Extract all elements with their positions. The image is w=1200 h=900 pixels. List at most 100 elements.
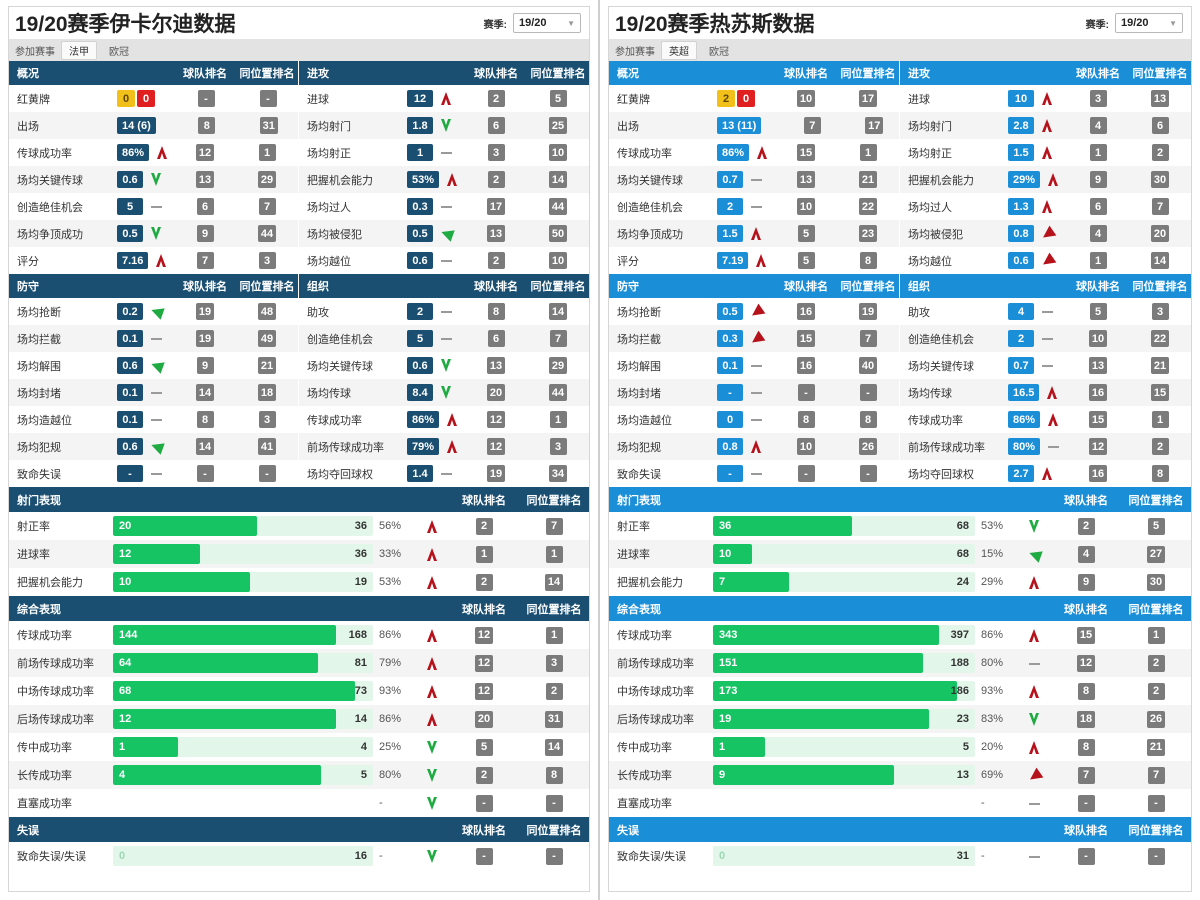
position-rank-cell: 48 — [236, 303, 298, 320]
stat-row: 场均传球 8.4 20 44 — [299, 379, 589, 406]
position-rank-cell: 44 — [236, 225, 298, 242]
panel-body: 19/20赛季热苏斯数据 赛季: 19/20 ▼ 参加赛事 英超 欧冠 概况 球队排名 同位置排名… — [608, 6, 1192, 892]
flat-trend-icon — [440, 145, 453, 160]
stat-label: 创造绝佳机会 — [307, 333, 373, 346]
stat-value-chip: 7.16 — [117, 252, 149, 269]
down-trend-icon — [1028, 712, 1041, 727]
team-rank-badge: 9 — [1077, 573, 1095, 591]
position-rank-cell: 14 — [527, 171, 589, 188]
team-rank-cell: 13 — [775, 171, 837, 188]
team-rank-cell: 8 — [775, 411, 837, 428]
tab-法甲[interactable]: 法甲 — [61, 40, 97, 60]
team-rank-cell: 9 — [1067, 171, 1129, 188]
tab-欧冠[interactable]: 欧冠 — [709, 46, 729, 58]
position-rank-cell: 30 — [1121, 573, 1191, 591]
col-header-position-rank: 同位置排名 — [239, 68, 295, 80]
bar-percent: 15% — [981, 548, 1004, 560]
stat-value-chip: 4 — [1008, 303, 1034, 320]
yellow-card-chip: 2 — [717, 90, 735, 107]
bar-total-value: 4 — [360, 741, 367, 753]
team-rank-cell: 8 — [174, 411, 236, 428]
stat-value-chip: 0.1 — [117, 330, 143, 347]
stat-label: 场均抢断 — [617, 306, 661, 319]
up-trend-icon — [446, 439, 459, 454]
stat-value-cell: 79% — [403, 438, 465, 455]
down-trend-icon — [440, 385, 453, 400]
tab-欧冠[interactable]: 欧冠 — [109, 46, 129, 58]
stat-row: 场均抢断 0.5 16 19 — [609, 298, 899, 325]
up-trend-icon — [426, 684, 439, 699]
bar-fill — [113, 765, 321, 785]
col-header-team-rank: 球队排名 — [474, 281, 518, 293]
stat-column-进攻: 进攻 球队排名 同位置排名 进球 12 2 5 场均射门 1.8 6 25 场均射正 1 3 10 把握机会能… — [299, 61, 589, 274]
position-rank-cell: 8 — [1129, 465, 1191, 482]
bar-made-value: 20 — [119, 520, 132, 532]
section-header: 组织 球队排名 同位置排名 — [900, 274, 1191, 298]
bar-cell: 19 23 — [713, 709, 981, 729]
position-rank-cell: 1 — [1129, 411, 1191, 428]
bar-fill — [713, 653, 924, 673]
stat-label: 红黄牌 — [17, 93, 50, 106]
team-rank-badge: 10 — [796, 198, 816, 215]
position-rank-badge: 1 — [549, 411, 567, 428]
stat-row: 场均过人 1.3 6 7 — [900, 193, 1191, 220]
team-rank-badge: 7 — [803, 117, 821, 134]
up-trend-icon — [426, 712, 439, 727]
bar-cell: 343 397 — [713, 625, 981, 645]
stat-row: 助攻 2 8 14 — [299, 298, 589, 325]
position-rank-cell: 14 — [519, 738, 589, 756]
tab-英超[interactable]: 英超 — [661, 40, 697, 60]
position-rank-cell: 7 — [236, 198, 298, 215]
bar-trend-cell — [1017, 740, 1051, 755]
bar-total-value: 68 — [956, 548, 969, 560]
stat-row: 场均拦截 0.3 15 7 — [609, 325, 899, 352]
flat-trend-icon — [750, 358, 763, 373]
team-rank-cell: 9 — [1051, 573, 1121, 591]
position-rank-badge: - — [259, 90, 277, 107]
team-rank-badge: 10 — [796, 90, 816, 107]
stat-value-chip: 5 — [117, 198, 143, 215]
bar-fill — [113, 681, 356, 701]
stat-value-cell: - — [713, 384, 775, 401]
stat-row: 传球成功率 86% 15 1 — [900, 406, 1191, 433]
stat-value-cell: 0.5 — [713, 303, 775, 320]
stat-row: 场均射门 2.8 4 6 — [900, 112, 1191, 139]
bar-row: 中场传球成功率 68 73 93% 12 2 — [9, 677, 589, 705]
season-select[interactable]: 19/20 ▼ — [513, 13, 581, 33]
position-rank-cell: 10 — [527, 144, 589, 161]
team-rank-cell: 2 — [449, 766, 519, 784]
team-rank-badge: 2 — [475, 766, 493, 784]
team-rank-badge: 12 — [474, 654, 494, 672]
team-rank-cell: - — [175, 90, 237, 107]
season-select[interactable]: 19/20 ▼ — [1115, 13, 1183, 33]
stat-row: 场均被侵犯 0.5 13 50 — [299, 220, 589, 247]
position-rank-cell: 20 — [1129, 225, 1191, 242]
flat-trend-icon — [150, 385, 163, 400]
position-rank-badge: - — [1147, 794, 1165, 812]
stat-value-cell: 0.1 — [113, 384, 174, 401]
bar-cell: 0 16 — [113, 846, 379, 866]
team-rank-cell: - — [775, 384, 837, 401]
stat-row: 场均被侵犯 0.8 4 20 — [900, 220, 1191, 247]
position-rank-badge: 2 — [1147, 654, 1165, 672]
stat-section-pair: 概况 球队排名 同位置排名 红黄牌 2 0 10 17 出场 13 (11) 7 17 传球成功率 86%… — [609, 61, 1191, 274]
col-header-team-rank: 球队排名 — [784, 281, 828, 293]
position-rank-cell: 31 — [519, 710, 589, 728]
stat-label: 场均射正 — [307, 147, 351, 160]
team-rank-cell: 7 — [1051, 766, 1121, 784]
stat-value-chip: 0.2 — [117, 303, 143, 320]
bar-track: 12 14 — [113, 709, 373, 729]
team-rank-badge: 13 — [1088, 357, 1108, 374]
bar-section-失误: 失误 球队排名 同位置排名 致命失误/失误 0 31- - - — [609, 817, 1191, 870]
stat-label: 场均关键传球 — [307, 360, 373, 373]
position-rank-badge: 29 — [548, 357, 568, 374]
bar-percent: 86% — [379, 629, 402, 641]
team-rank-cell: 3 — [1067, 90, 1129, 107]
position-rank-cell: 21 — [1129, 357, 1191, 374]
stat-label: 场均射门 — [307, 120, 351, 133]
stat-value-chip: 2 — [717, 198, 743, 215]
team-rank-cell: 6 — [1067, 198, 1129, 215]
season-selector-group: 赛季: 19/20 ▼ — [484, 13, 581, 33]
down-trend-icon — [426, 849, 439, 864]
